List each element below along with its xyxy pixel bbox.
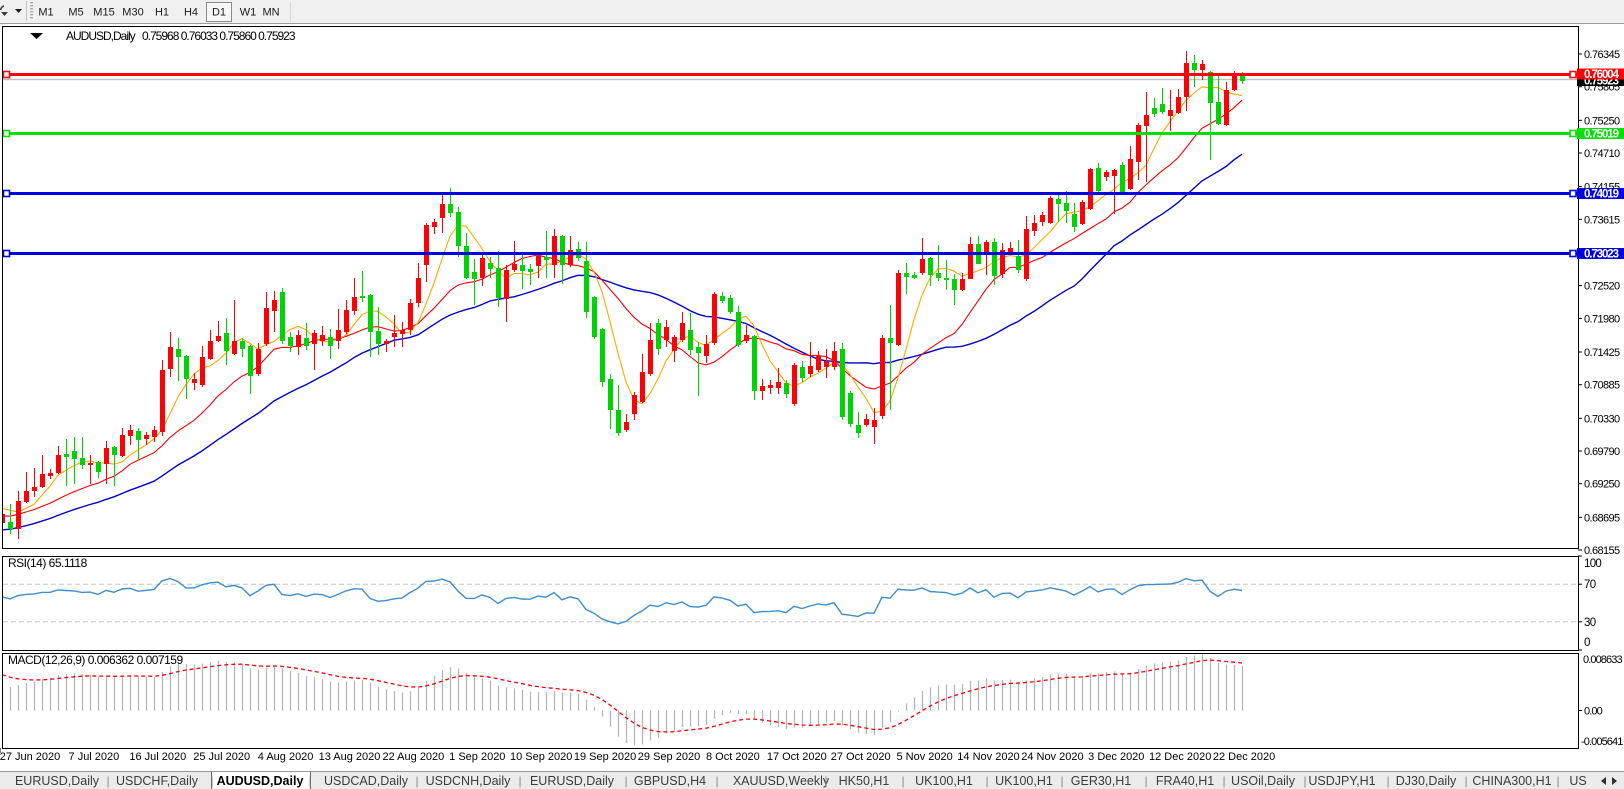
svg-text:0.68155: 0.68155 [1584, 545, 1620, 557]
svg-text:27 Oct 2020: 27 Oct 2020 [831, 751, 891, 763]
svg-text:|: | [901, 774, 904, 788]
svg-text:0.00: 0.00 [1584, 706, 1603, 718]
svg-text:EURUSD,Daily: EURUSD,Daily [530, 774, 615, 788]
svg-text:|: | [308, 774, 311, 788]
svg-text:EURUSD,Daily: EURUSD,Daily [15, 774, 100, 788]
svg-text:FRA40,H1: FRA40,H1 [1156, 774, 1214, 788]
svg-text:USDCNH,Daily: USDCNH,Daily [426, 774, 511, 788]
svg-text:7 Jul 2020: 7 Jul 2020 [69, 751, 120, 763]
svg-text:H4: H4 [184, 7, 198, 19]
svg-text:GBPUSD,H4: GBPUSD,H4 [634, 774, 706, 788]
svg-text:22 Dec 2020: 22 Dec 2020 [1213, 751, 1275, 763]
svg-text:|: | [624, 774, 627, 788]
svg-text:XAUUSD,Weekly: XAUUSD,Weekly [733, 774, 830, 788]
svg-text:0.76004: 0.76004 [1584, 69, 1620, 81]
svg-text:0.008633: 0.008633 [1583, 654, 1622, 666]
svg-text:0.68695: 0.68695 [1584, 512, 1620, 524]
svg-text:|: | [1144, 774, 1147, 788]
svg-text:25 Jul 2020: 25 Jul 2020 [193, 751, 250, 763]
svg-text:|: | [1464, 774, 1467, 788]
svg-text:0.73615: 0.73615 [1584, 214, 1620, 226]
svg-text:3 Dec 2020: 3 Dec 2020 [1088, 751, 1144, 763]
svg-text:100: 100 [1584, 558, 1601, 570]
svg-text:D1: D1 [212, 7, 226, 19]
svg-text:4 Aug 2020: 4 Aug 2020 [258, 751, 314, 763]
svg-text:0.72520: 0.72520 [1584, 281, 1620, 293]
svg-text:0.70330: 0.70330 [1584, 413, 1620, 425]
svg-text:24 Nov 2020: 24 Nov 2020 [1021, 751, 1083, 763]
svg-text:AUDUSD,Daily: AUDUSD,Daily [217, 774, 304, 788]
svg-text:-0.005641: -0.005641 [1581, 736, 1623, 748]
svg-text:USDCHF,Daily: USDCHF,Daily [116, 774, 199, 788]
svg-text:|: | [1386, 774, 1389, 788]
svg-text:16 Jul 2020: 16 Jul 2020 [129, 751, 186, 763]
svg-text:|: | [210, 774, 213, 788]
svg-text:0.73023: 0.73023 [1584, 249, 1619, 261]
svg-text:0.71425: 0.71425 [1584, 347, 1620, 359]
svg-text:CHINA300,H1: CHINA300,H1 [1472, 774, 1551, 788]
svg-text:M5: M5 [68, 7, 83, 19]
svg-text:|: | [715, 774, 718, 788]
svg-text:M1: M1 [38, 7, 53, 19]
svg-text:|: | [824, 774, 827, 788]
svg-text:|: | [1222, 774, 1225, 788]
svg-text:HK50,H1: HK50,H1 [839, 774, 890, 788]
svg-text:|: | [415, 774, 418, 788]
svg-text:DJ30,Daily: DJ30,Daily [1396, 774, 1457, 788]
svg-text:W1: W1 [240, 7, 257, 19]
svg-text:0.74710: 0.74710 [1584, 148, 1620, 160]
svg-text:USDCAD,Daily: USDCAD,Daily [324, 774, 409, 788]
svg-text:|: | [1303, 774, 1306, 788]
svg-text:MACD(12,26,9) 0.006362 0.00715: MACD(12,26,9) 0.006362 0.007159 [8, 653, 183, 667]
svg-text:USOil,Daily: USOil,Daily [1231, 774, 1296, 788]
svg-text:|: | [106, 774, 109, 788]
svg-text:RSI(14) 65.1118: RSI(14) 65.1118 [8, 556, 88, 570]
svg-text:0.75968 0.76033 0.75860 0.7592: 0.75968 0.76033 0.75860 0.75923 [142, 29, 296, 43]
svg-text:0.74019: 0.74019 [1584, 189, 1619, 201]
svg-text:UK100,H1: UK100,H1 [995, 774, 1053, 788]
svg-text:US: US [1569, 774, 1586, 788]
svg-text:|: | [1556, 774, 1559, 788]
svg-text:|: | [985, 774, 988, 788]
svg-text:0.75019: 0.75019 [1584, 129, 1619, 141]
svg-text:0.76345: 0.76345 [1584, 49, 1620, 61]
svg-text:M30: M30 [122, 7, 143, 19]
svg-text:0.69790: 0.69790 [1584, 446, 1620, 458]
svg-text:0.70885: 0.70885 [1584, 380, 1620, 392]
svg-text:M15: M15 [93, 7, 114, 19]
svg-text:29 Sep 2020: 29 Sep 2020 [638, 751, 700, 763]
svg-text:0.71980: 0.71980 [1584, 313, 1620, 325]
svg-text:27 Jun 2020: 27 Jun 2020 [0, 751, 60, 763]
svg-text:H1: H1 [155, 7, 169, 19]
svg-text:13 Aug 2020: 13 Aug 2020 [319, 751, 381, 763]
svg-text:AUDUSD,Daily: AUDUSD,Daily [66, 29, 136, 43]
svg-text:|: | [1060, 774, 1063, 788]
svg-text:22 Aug 2020: 22 Aug 2020 [383, 751, 445, 763]
svg-text:17 Oct 2020: 17 Oct 2020 [767, 751, 827, 763]
svg-text:19 Sep 2020: 19 Sep 2020 [574, 751, 636, 763]
svg-text:14 Nov 2020: 14 Nov 2020 [957, 751, 1019, 763]
svg-text:0.69250: 0.69250 [1584, 479, 1620, 491]
svg-text:|: | [518, 774, 521, 788]
svg-text:GER30,H1: GER30,H1 [1071, 774, 1131, 788]
svg-text:0: 0 [1584, 637, 1590, 649]
svg-text:USDJPY,H1: USDJPY,H1 [1308, 774, 1375, 788]
svg-text:1 Sep 2020: 1 Sep 2020 [449, 751, 505, 763]
svg-text:10 Sep 2020: 10 Sep 2020 [510, 751, 572, 763]
svg-text:70: 70 [1584, 579, 1596, 591]
svg-text:0.75250: 0.75250 [1584, 115, 1620, 127]
svg-text:12 Dec 2020: 12 Dec 2020 [1149, 751, 1211, 763]
svg-text:30: 30 [1584, 617, 1596, 629]
svg-text:5 Nov 2020: 5 Nov 2020 [896, 751, 952, 763]
svg-text:UK100,H1: UK100,H1 [915, 774, 973, 788]
svg-text:8 Oct 2020: 8 Oct 2020 [706, 751, 760, 763]
svg-text:MN: MN [262, 7, 279, 19]
